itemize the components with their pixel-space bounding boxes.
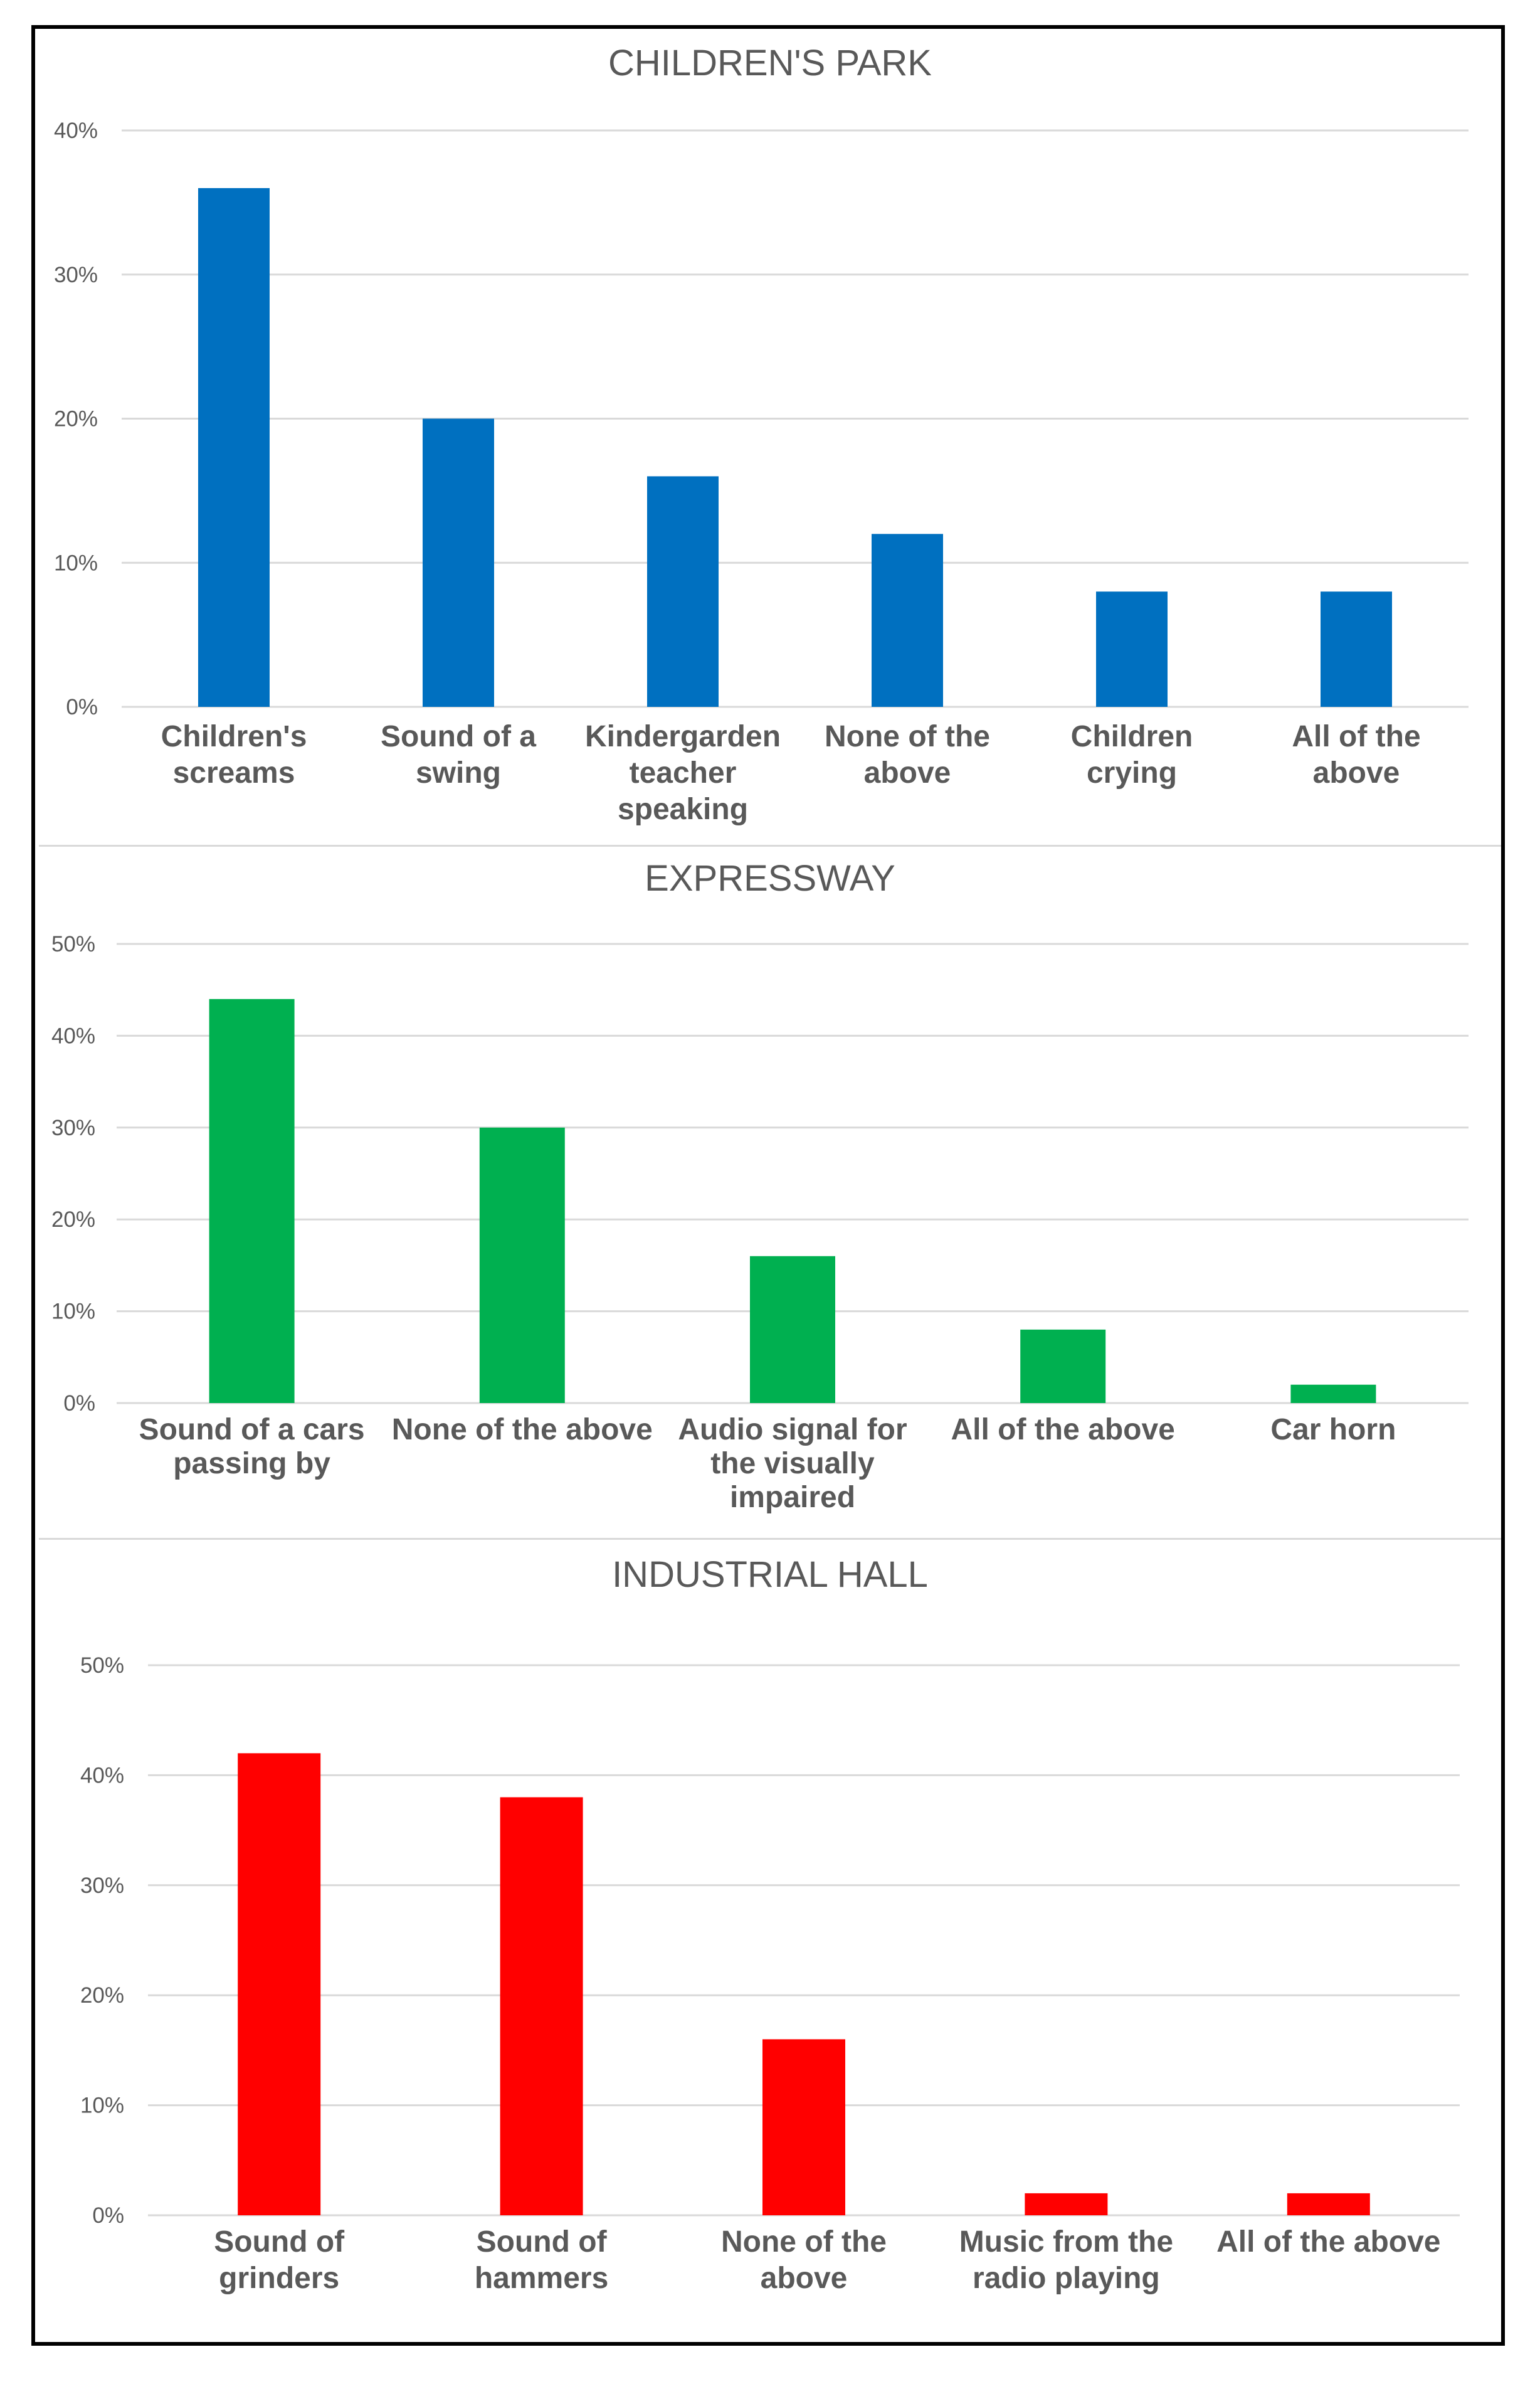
chart1-bar [1321,591,1392,707]
chart1-title: CHILDREN'S PARK [608,43,932,83]
chart1-category-label: Sound of a swing [381,720,536,790]
chart3-category-label-line: radio playing [973,2262,1160,2295]
chart2-y-tick-label: 0% [63,1391,95,1416]
chart2-category-label: Audio signal for the visually impaired [678,1413,907,1514]
chart1-y-tick-label: 0% [66,695,98,719]
chart2-title: EXPRESSWAY [645,858,895,899]
chart1-category-label-line: Kindergarden [585,720,781,753]
chart2-y-tick-label: 20% [51,1207,95,1232]
chart2-y-tick-label: 30% [51,1116,95,1140]
chart2-bar [1020,1329,1106,1403]
chart3-category-label-line: None of the [721,2225,887,2259]
chart3-bar [762,2039,845,2215]
chart1-category-label-line: above [864,756,951,790]
chart1-category-label-line: swing [416,756,501,790]
chart1-y-tick-label: 20% [54,407,98,432]
chart1-category-label-line: speaking [618,793,748,826]
chart1-category-label: Children's screams [161,720,307,790]
chart3-category-label: Sound of grinders [214,2225,345,2295]
chart1-category-label-line: Children [1071,720,1193,753]
chart1-category-label-line: screams [173,756,295,790]
chart1-bar [872,534,943,707]
chart1-category-label-line: Sound of a [381,720,536,753]
chart1-category-label-line: Children's [161,720,307,753]
chart3-bar [1287,2193,1370,2215]
chart2-bar [1290,1384,1376,1403]
chart1-category-label: None of the above [825,720,990,790]
panel-divider-1 [39,845,1501,847]
chart1-bar [423,418,494,707]
chart1-category-label: Children crying [1071,720,1193,790]
chart1-category-label-line: above [1313,756,1400,790]
chart3-bar [238,1753,321,2215]
chart3-title: INDUSTRIAL HALL [612,1554,928,1595]
chart2-bar [750,1256,835,1403]
chart3-bar [500,1797,583,2215]
panel-divider-2 [39,1538,1501,1540]
chart1-y-tick-label: 40% [54,119,98,143]
chart2-y-tick-label: 40% [51,1024,95,1048]
chart3-category-label: Sound of hammers [475,2225,608,2295]
chart1-y-tick-label: 10% [54,551,98,575]
chart1-category-label-line: None of the [825,720,990,753]
chart2-category-label-line: the visually [710,1447,875,1480]
chart3-category-label-line: above [761,2262,848,2295]
chart2-category-label: Car horn [1270,1413,1396,1446]
chart2-category-label: None of the above [392,1413,653,1446]
chart2-category-label-line: passing by [173,1447,330,1480]
chart1-y-tick-label: 30% [54,263,98,287]
chart2-category-label: All of the above [951,1413,1175,1446]
chart3-category-label-line: grinders [219,2262,339,2295]
chart2-category-label-line: All of the above [951,1413,1175,1446]
chart2-category-label-line: Sound of a cars [139,1413,365,1446]
chart3-y-tick-label: 0% [92,2203,124,2228]
chart3-category-label: None of the above [721,2225,887,2295]
chart1-bar [198,188,270,707]
chart3-y-tick-label: 10% [80,2094,124,2118]
chart1-category-label-line: All of the [1292,720,1420,753]
chart3-y-tick-label: 50% [80,1653,124,1678]
chart2-category-label-line: Car horn [1270,1413,1396,1446]
chart3-category-label-line: Music from the [959,2225,1173,2259]
chart3-y-tick-label: 30% [80,1873,124,1898]
chart2-category-label-line: Audio signal for [678,1413,907,1446]
chart3-category-label: All of the above [1216,2225,1440,2259]
chart2-bar [209,999,295,1403]
chart3-y-tick-label: 40% [80,1763,124,1788]
chart3-category-label-line: Sound of [214,2225,345,2259]
chart2-y-tick-label: 50% [51,932,95,956]
chart1-category-label: Kindergarden teacher speaking [585,720,781,826]
chart1-bar [647,476,719,707]
chart3-category-label: Music from the radio playing [959,2225,1173,2295]
chart2-category-label: Sound of a cars passing by [139,1413,365,1480]
chart1-bar [1096,591,1168,707]
chart2-category-label-line: impaired [730,1481,855,1514]
chart3-y-tick-label: 20% [80,1983,124,2008]
chart2-category-label-line: None of the above [392,1413,653,1446]
chart1-category-label: All of the above [1292,720,1420,790]
chart2-bar [479,1127,565,1403]
chart3-category-label-line: hammers [475,2262,608,2295]
chart1-category-label-line: teacher [630,756,737,790]
chart3-category-label-line: All of the above [1216,2225,1440,2259]
chart3-category-label-line: Sound of [477,2225,608,2259]
chart3-bar [1025,2193,1108,2215]
chart2-y-tick-label: 10% [51,1300,95,1324]
chart1-category-label-line: crying [1087,756,1177,790]
